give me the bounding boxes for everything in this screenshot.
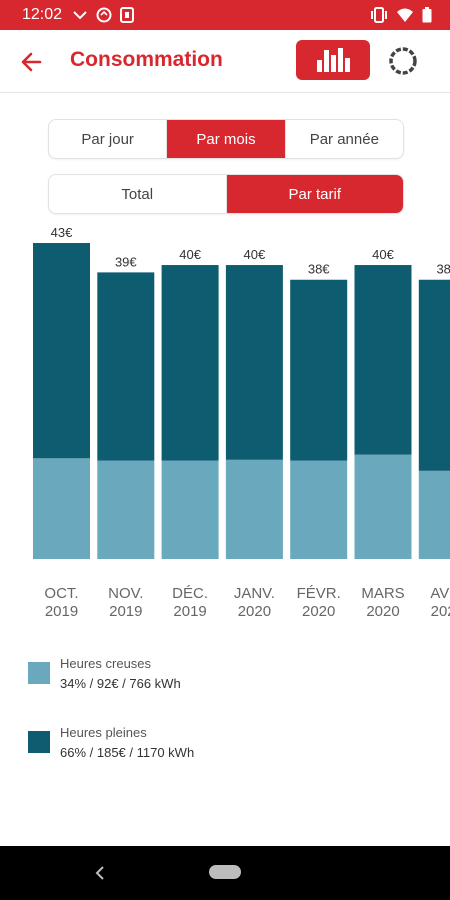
arrow-left-icon: [21, 52, 42, 72]
mode-selector: Total Par tarif: [48, 174, 404, 214]
bar-segment-heures-pleines[interactable]: [97, 272, 155, 461]
donut-chart-icon: [389, 47, 417, 75]
status-time: 12:02: [22, 6, 63, 23]
bar-segment-heures-creuses[interactable]: [97, 460, 155, 559]
x-axis-label: 2020: [431, 603, 450, 620]
x-axis-label: 2019: [109, 603, 142, 620]
bar-segment-heures-pleines[interactable]: [33, 243, 90, 459]
bar-chart-view-button[interactable]: [296, 40, 370, 80]
legend-name: Heures pleines: [60, 725, 147, 740]
x-axis-label: MARS: [361, 585, 404, 602]
bar-total-label: 38€: [308, 262, 330, 277]
bar-total-label: 39€: [115, 254, 137, 269]
bar-total-label: 38€: [436, 262, 450, 277]
bar-segment-heures-creuses[interactable]: [161, 460, 219, 559]
legend-swatch-peak: [28, 731, 50, 753]
tab-par-mois[interactable]: Par mois: [167, 120, 286, 158]
bar-segment-heures-creuses[interactable]: [33, 458, 90, 559]
legend-detail: 66% / 185€ / 1170 kWh: [60, 745, 195, 760]
x-axis-label: 2020: [302, 603, 335, 620]
bar-total-label: 40€: [244, 247, 266, 262]
bar-total-label: 40€: [372, 247, 394, 262]
bar-total-label: 43€: [51, 225, 73, 240]
sync-icon: [96, 7, 112, 23]
nav-home-button[interactable]: [209, 865, 241, 879]
bar-segment-heures-creuses[interactable]: [418, 470, 450, 559]
page-title: Consommation: [70, 48, 223, 71]
period-selector: Par jour Par mois Par année: [48, 119, 404, 159]
status-bar: 12:02: [0, 0, 450, 30]
system-nav-bar: [0, 846, 450, 900]
battery-icon: [422, 7, 432, 23]
chart-svg: 43€OCT.201939€NOV.201940€DÉC.201940€JANV…: [33, 225, 450, 620]
tab-par-jour[interactable]: Par jour: [49, 120, 168, 158]
x-axis-label: 2020: [238, 603, 271, 620]
legend-detail: 34% / 92€ / 766 kWh: [60, 676, 181, 691]
bar-segment-heures-creuses[interactable]: [225, 459, 283, 559]
consumption-chart[interactable]: 43€ OCT. 2019 39€ NOV. 2019 40€ DÉC. 2019 40€ JANV…: [0, 220, 450, 630]
legend-name: Heures creuses: [60, 656, 152, 671]
bar-segment-heures-creuses[interactable]: [354, 454, 412, 559]
x-axis-label: DÉC.: [172, 585, 208, 602]
bar-segment-heures-pleines[interactable]: [418, 279, 450, 471]
bar-segment-heures-pleines[interactable]: [161, 265, 219, 461]
bar-segment-heures-pleines[interactable]: [290, 279, 348, 461]
app-bar: Consommation: [0, 30, 450, 93]
sim-icon: [120, 7, 134, 23]
wifi-icon: [396, 7, 414, 23]
x-axis-label: JANV.: [234, 585, 275, 602]
bar-total-label: 40€: [179, 247, 201, 262]
chevron-left-icon: [95, 866, 104, 880]
tab-par-tarif[interactable]: Par tarif: [226, 175, 403, 213]
x-axis-label: 2020: [366, 603, 399, 620]
bar-chart-icon: [317, 48, 350, 72]
x-axis-label: FÉVR.: [297, 585, 341, 602]
bar-segment-heures-pleines[interactable]: [225, 265, 283, 460]
vibrate-icon: [370, 7, 388, 23]
back-button[interactable]: [18, 48, 46, 76]
x-axis-label: NOV.: [108, 585, 143, 602]
legend-swatch-offpeak: [28, 662, 50, 684]
bar-segment-heures-pleines[interactable]: [354, 265, 412, 455]
tab-par-annee[interactable]: Par année: [309, 130, 379, 148]
donut-chart-view-button[interactable]: [386, 44, 420, 78]
chevron-down-icon: [72, 7, 88, 23]
x-axis-label: OCT.: [44, 585, 78, 602]
x-axis-label: 2019: [173, 603, 206, 620]
tab-total[interactable]: Total: [49, 175, 227, 213]
bar-segment-heures-creuses[interactable]: [290, 460, 348, 559]
x-axis-label: AVR.: [430, 585, 450, 602]
x-axis-label: 2019: [45, 603, 78, 620]
nav-back-button[interactable]: [90, 863, 110, 883]
